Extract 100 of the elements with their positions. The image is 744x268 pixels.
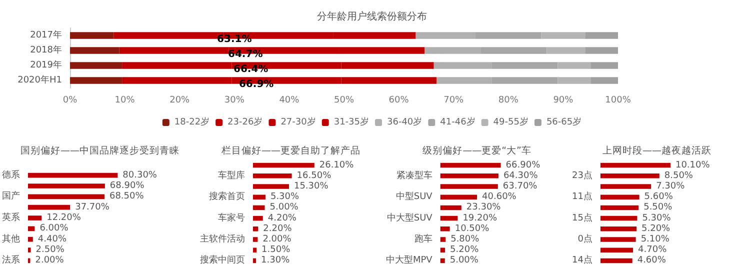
bar <box>70 62 122 69</box>
data-label: 19.20% <box>462 213 498 224</box>
data-label: 4.20% <box>268 213 297 224</box>
y-tick-label: 车型库 <box>218 170 245 181</box>
data-label: 5.00% <box>450 256 479 266</box>
bar <box>600 205 639 210</box>
data-label: 5.20% <box>642 224 671 234</box>
y-tick-label: 搜索首页 <box>209 191 245 202</box>
bar <box>28 248 31 252</box>
data-label: 66.90% <box>506 160 541 170</box>
y-tick-label: 紧凑型车 <box>396 170 432 181</box>
data-label: 23.30% <box>466 202 502 213</box>
bar <box>253 205 265 210</box>
bar <box>440 226 450 232</box>
x-tick-label: 20% <box>170 96 190 106</box>
data-label: 5.80% <box>450 234 480 244</box>
bar <box>440 194 478 200</box>
bar <box>253 226 258 232</box>
bar <box>253 194 266 200</box>
data-label: 2.20% <box>263 224 292 234</box>
x-tick-label: 100% <box>605 96 632 106</box>
x-tick-label: 90% <box>553 96 574 106</box>
y-tick-label: 2017年 <box>30 30 62 40</box>
y-tick-label: 搜索中间页 <box>200 254 245 266</box>
bar <box>440 216 458 221</box>
data-label: 5.00% <box>270 202 299 213</box>
legend-label: 41-46岁 <box>440 116 476 128</box>
chart-title: 级别偏好——更爱“大”车 <box>422 144 532 156</box>
data-label: 40.60% <box>482 192 517 202</box>
bar <box>70 77 122 84</box>
data-label: 80.30% <box>122 170 158 180</box>
bar <box>440 174 498 178</box>
bar <box>541 32 586 39</box>
data-label: 64.30% <box>503 170 538 181</box>
y-tick-label: 国产 <box>2 190 20 202</box>
y-tick-label: 23点 <box>572 170 592 181</box>
data-label: 2.00% <box>262 234 292 244</box>
bar <box>28 172 118 178</box>
y-tick-label: 中大型MPV <box>386 254 434 266</box>
bar <box>253 184 289 189</box>
data-label: 2.50% <box>36 245 65 255</box>
data-label: 2.00% <box>35 256 64 266</box>
data-label: 68.90% <box>110 181 145 191</box>
y-tick-label: 车家号 <box>218 212 245 224</box>
bar <box>600 162 670 168</box>
y-tick-label: 主软件活动 <box>200 234 245 244</box>
data-label: 63.70% <box>502 182 538 192</box>
bar <box>70 47 120 54</box>
legend-label: 23-26岁 <box>228 116 263 128</box>
y-tick-label: 法系 <box>2 254 20 266</box>
bar <box>558 77 591 84</box>
x-tick-label: 60% <box>388 96 410 106</box>
chart-title: 栏目偏好——更爱自助了解产品 <box>220 144 360 156</box>
data-label: 4.40% <box>38 234 67 244</box>
bar <box>585 32 618 39</box>
x-tick-label: 0% <box>62 96 78 106</box>
data-label: 5.60% <box>644 192 674 202</box>
data-label: 16.50% <box>296 170 332 181</box>
data-label: 5.30% <box>642 213 672 224</box>
bar <box>253 237 258 242</box>
bar <box>440 205 462 210</box>
data-label: 68.50% <box>109 192 144 202</box>
data-label: 12.20% <box>46 213 82 223</box>
bar <box>600 237 636 242</box>
data-label: 10.10% <box>675 160 710 170</box>
bar <box>600 248 634 252</box>
y-tick-label: 2018年 <box>30 44 62 56</box>
bar <box>440 248 446 252</box>
bar <box>253 258 256 264</box>
x-tick-label: 50% <box>334 96 354 106</box>
legend-label: 31-35岁 <box>334 116 370 128</box>
bar <box>590 62 618 69</box>
data-label: 5.30% <box>270 192 300 202</box>
y-tick-label: 14点 <box>572 254 592 266</box>
chart-title: 国别偏好——中国品牌逐步受到青睐 <box>20 144 180 156</box>
bar <box>28 236 33 242</box>
bar <box>28 204 70 210</box>
x-tick-label: 70% <box>444 96 464 106</box>
bar <box>28 194 104 200</box>
bar <box>600 194 640 200</box>
bar <box>558 62 591 69</box>
bar <box>600 226 637 232</box>
chart-title: 上网时段——越夜越活跃 <box>602 144 712 156</box>
data-label: 5.10% <box>640 234 670 244</box>
bar <box>440 184 498 189</box>
y-tick-label: 11点 <box>572 191 592 202</box>
y-tick-label: 2020年H1 <box>18 74 62 86</box>
y-tick-label: 其他 <box>2 233 20 244</box>
data-label: 4.60% <box>637 256 666 266</box>
data-label: 8.50% <box>664 170 694 181</box>
bar <box>600 258 632 264</box>
y-tick-label: 15点 <box>572 212 592 224</box>
bar <box>28 216 42 220</box>
bar <box>585 47 618 54</box>
bar <box>590 77 618 84</box>
data-label: 37.70% <box>75 202 110 212</box>
data-label: 10.50% <box>454 224 490 234</box>
data-label: 4.70% <box>638 245 668 256</box>
data-label: 26.10% <box>319 160 354 170</box>
legend-label: 36-40岁 <box>387 116 422 128</box>
